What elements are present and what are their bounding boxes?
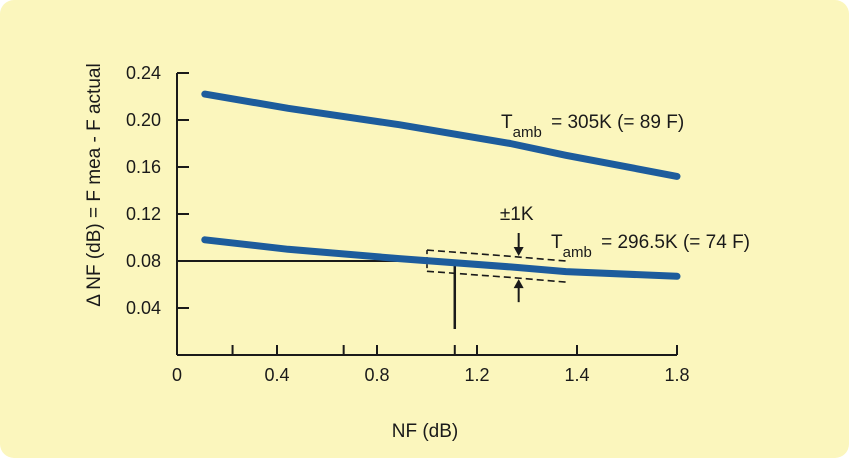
- y-tick-label: 0.04: [126, 298, 161, 318]
- y-tick-label: 0.08: [126, 251, 161, 271]
- x-tick-label: 0.8: [364, 365, 389, 385]
- x-tick-label: 1.8: [664, 365, 689, 385]
- annotation-lines: [177, 233, 566, 329]
- series-line-2: [201, 236, 681, 280]
- x-tick-label: 0.4: [264, 365, 289, 385]
- tolerance-arrow-down-head: [513, 247, 524, 257]
- curve-label-305k: Tamb = 305K (= 89 F): [501, 112, 684, 141]
- tolerance-label: ±1K: [500, 204, 534, 225]
- tolerance-band-lower: [426, 270, 566, 283]
- labels: 0.04 0.08 0.12 0.16 0.20 0.24 0 0.4 0.8 1.2 1.4 1.8…: [84, 63, 750, 442]
- tolerance-band-upper: [426, 249, 566, 262]
- x-axis-title: NF (dB): [392, 421, 459, 442]
- y-tick-label: 0.20: [126, 110, 161, 130]
- x-tick-label: 1.2: [464, 365, 489, 385]
- x-tick-label: 1.4: [564, 365, 589, 385]
- y-tick-label: 0.16: [126, 157, 161, 177]
- y-tick-label: 0.24: [126, 63, 161, 83]
- tolerance-arrow-up-head: [513, 279, 524, 289]
- ticks: [176, 72, 678, 355]
- y-axis-title: Δ NF (dB) = F mea - F actual: [84, 63, 105, 306]
- curve-label-296k: Tamb = 296.5K (= 74 F): [551, 232, 750, 261]
- x-tick-label: 0: [172, 365, 182, 385]
- series-line-1: [201, 90, 681, 180]
- y-tick-label: 0.12: [126, 204, 161, 224]
- series-group: [201, 90, 681, 280]
